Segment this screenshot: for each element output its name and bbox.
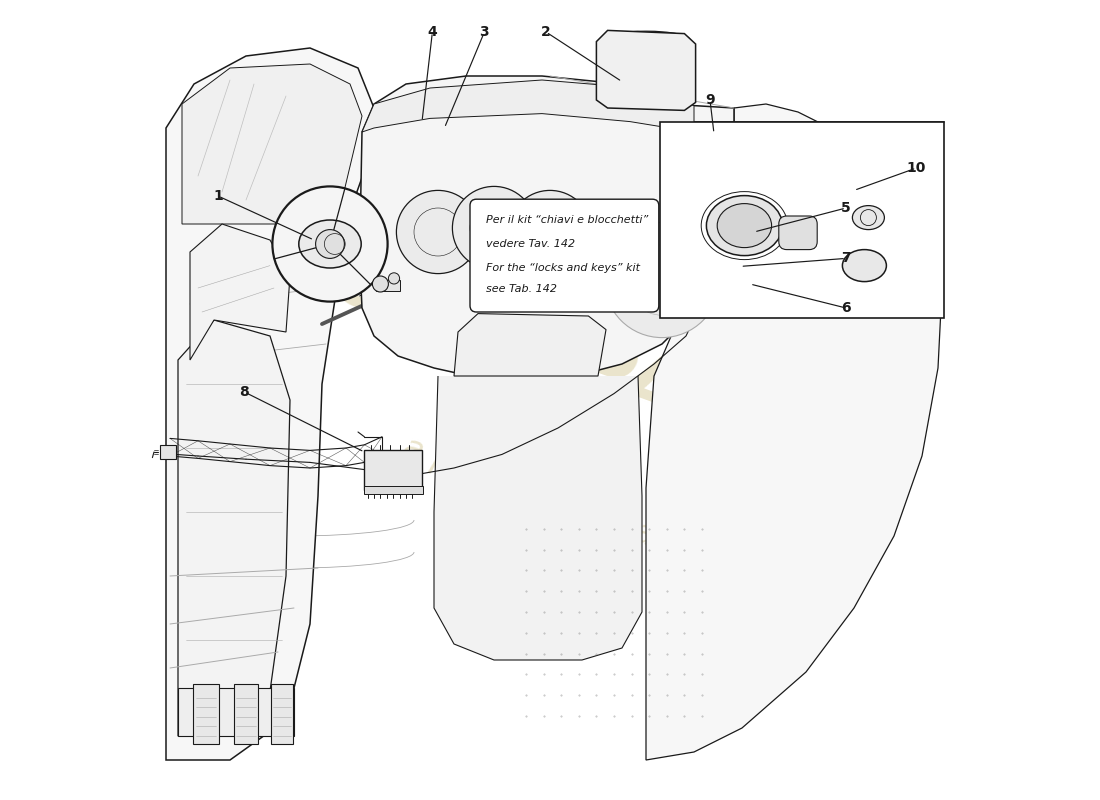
Text: 9: 9: [705, 93, 715, 107]
Polygon shape: [596, 30, 695, 110]
Polygon shape: [362, 80, 694, 132]
FancyBboxPatch shape: [271, 684, 294, 744]
Circle shape: [701, 186, 719, 205]
FancyBboxPatch shape: [234, 684, 258, 744]
FancyBboxPatch shape: [470, 199, 659, 312]
FancyBboxPatch shape: [364, 486, 422, 494]
FancyBboxPatch shape: [194, 684, 219, 744]
FancyBboxPatch shape: [375, 280, 399, 291]
Polygon shape: [166, 48, 374, 760]
Text: 7: 7: [842, 251, 850, 266]
Ellipse shape: [852, 206, 884, 230]
FancyBboxPatch shape: [678, 250, 706, 266]
FancyBboxPatch shape: [710, 288, 733, 293]
FancyBboxPatch shape: [160, 445, 176, 459]
Text: vedere Tav. 142: vedere Tav. 142: [486, 239, 575, 250]
Polygon shape: [190, 224, 290, 360]
FancyBboxPatch shape: [779, 216, 817, 250]
Text: EUROSPARES: EUROSPARES: [272, 221, 860, 499]
Text: 10: 10: [906, 161, 926, 175]
Text: 3: 3: [480, 25, 490, 39]
FancyBboxPatch shape: [364, 450, 422, 490]
Polygon shape: [178, 688, 294, 736]
Text: 6: 6: [842, 301, 850, 315]
Text: see Tab. 142: see Tab. 142: [486, 284, 557, 294]
Ellipse shape: [299, 220, 361, 268]
Circle shape: [452, 186, 536, 270]
FancyBboxPatch shape: [708, 275, 734, 290]
Circle shape: [776, 202, 836, 262]
Circle shape: [273, 186, 387, 302]
Polygon shape: [646, 104, 942, 760]
Circle shape: [691, 176, 729, 214]
Text: For the “locks and keys” kit: For the “locks and keys” kit: [486, 263, 640, 273]
Text: 5: 5: [842, 201, 851, 215]
Text: 4: 4: [428, 25, 438, 39]
Circle shape: [796, 222, 815, 242]
Circle shape: [388, 273, 399, 284]
Polygon shape: [434, 376, 642, 660]
Text: 1: 1: [213, 189, 223, 203]
Circle shape: [373, 276, 388, 292]
FancyBboxPatch shape: [710, 202, 742, 208]
Ellipse shape: [843, 250, 887, 282]
Polygon shape: [182, 64, 362, 224]
Circle shape: [316, 230, 344, 258]
Circle shape: [508, 190, 592, 274]
FancyBboxPatch shape: [660, 122, 945, 318]
Circle shape: [604, 222, 719, 338]
Text: a passion for parts: a passion for parts: [398, 431, 702, 569]
Circle shape: [396, 190, 480, 274]
Text: 1985: 1985: [690, 564, 762, 612]
Polygon shape: [178, 320, 290, 736]
Ellipse shape: [706, 196, 782, 256]
Ellipse shape: [717, 204, 771, 248]
Text: Per il kit “chiavi e blocchetti”: Per il kit “chiavi e blocchetti”: [486, 215, 648, 226]
Polygon shape: [360, 76, 734, 378]
Polygon shape: [454, 314, 606, 376]
Text: 2: 2: [541, 25, 551, 39]
Text: 8: 8: [240, 385, 250, 399]
